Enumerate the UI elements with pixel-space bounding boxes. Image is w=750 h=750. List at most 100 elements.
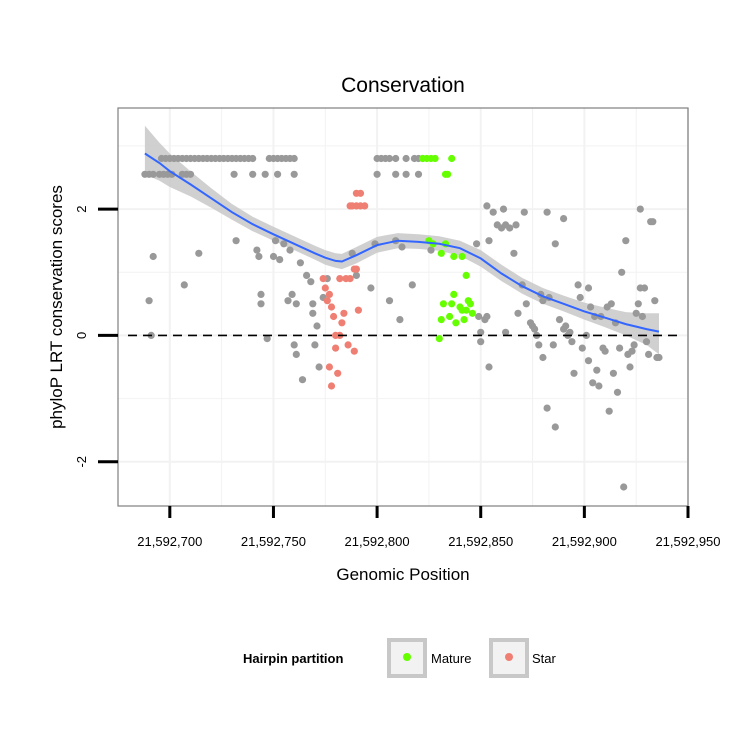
star-point	[346, 275, 354, 283]
other-point	[628, 347, 636, 355]
other-point	[543, 404, 551, 412]
other-point	[609, 369, 618, 377]
other-point	[593, 366, 601, 374]
other-point	[286, 246, 294, 254]
other-point	[427, 246, 435, 254]
other-point	[261, 170, 269, 178]
other-point	[274, 170, 282, 178]
other-point	[485, 363, 493, 371]
star-point	[327, 382, 336, 390]
other-point	[309, 300, 317, 308]
other-point	[543, 208, 551, 216]
other-point	[512, 221, 520, 229]
star-point	[361, 202, 369, 210]
mature-point	[462, 306, 470, 314]
other-point	[574, 281, 582, 289]
star-point	[325, 290, 333, 298]
other-point	[477, 338, 485, 346]
other-point	[263, 335, 271, 343]
other-point	[307, 278, 315, 286]
mature-point	[448, 300, 456, 308]
other-point	[352, 271, 360, 279]
mature-point	[448, 154, 456, 163]
other-point	[570, 369, 578, 377]
other-point	[145, 297, 153, 305]
other-point	[560, 215, 568, 223]
other-point	[483, 312, 491, 321]
y-tick-label: 0	[74, 332, 89, 339]
other-point	[396, 316, 404, 324]
star-point	[340, 309, 348, 317]
other-point	[186, 170, 195, 178]
star-point	[338, 319, 346, 327]
other-point	[149, 170, 157, 178]
other-point	[483, 202, 491, 210]
star-point	[323, 297, 331, 305]
other-point	[520, 208, 528, 216]
other-point	[253, 246, 261, 254]
other-point	[502, 328, 510, 336]
other-point	[640, 284, 649, 292]
legend-key-star	[489, 638, 529, 678]
other-point	[655, 353, 663, 362]
other-point	[315, 363, 323, 371]
mature-point	[450, 252, 458, 261]
mature-point	[466, 300, 474, 308]
other-point	[392, 170, 400, 178]
mature-point	[437, 249, 445, 257]
other-point	[402, 154, 410, 163]
legend-label-star: Star	[532, 651, 557, 666]
other-point	[313, 322, 321, 330]
other-point	[551, 423, 559, 431]
other-point	[584, 357, 593, 365]
star-point	[334, 369, 342, 377]
mature-point	[439, 300, 447, 308]
mature-point	[431, 154, 439, 163]
other-point	[636, 205, 644, 213]
other-point	[584, 284, 593, 292]
chart-title: Conservation	[341, 74, 465, 97]
other-point	[568, 338, 576, 346]
legend-label-mature: Mature	[431, 651, 471, 666]
other-point	[595, 382, 603, 390]
star-point	[325, 363, 333, 371]
mature-point	[458, 252, 466, 261]
other-point	[373, 170, 381, 178]
other-point	[620, 483, 628, 491]
other-point	[290, 341, 298, 349]
other-point	[539, 353, 547, 362]
other-point	[408, 281, 416, 289]
data-points	[141, 154, 663, 491]
other-point	[566, 328, 574, 336]
other-point	[292, 350, 300, 358]
other-point	[638, 312, 647, 321]
other-point	[257, 300, 265, 308]
star-point	[336, 275, 344, 283]
other-point	[514, 309, 522, 317]
other-point	[489, 208, 497, 216]
legend-dot-mature	[403, 653, 411, 661]
other-point	[249, 154, 257, 163]
other-point	[622, 237, 630, 245]
other-point	[651, 297, 659, 305]
other-point	[618, 268, 626, 276]
other-point	[630, 341, 638, 349]
other-point	[296, 259, 304, 267]
other-point	[367, 284, 375, 292]
other-point	[298, 376, 307, 384]
other-point	[290, 170, 298, 178]
other-point	[642, 338, 651, 346]
legend-title: Hairpin partition	[243, 651, 343, 666]
other-point	[292, 300, 300, 308]
other-point	[539, 297, 547, 305]
other-point	[149, 252, 157, 261]
other-point	[475, 312, 483, 321]
other-point	[632, 309, 640, 317]
other-point	[288, 290, 296, 298]
x-tick-label: 21,592,800	[345, 534, 410, 549]
x-axis-ticks: 21,592,700 21,592,750 21,592,800 21,592,850…	[137, 506, 721, 549]
star-point	[319, 275, 327, 283]
smooth-curve	[144, 152, 660, 333]
other-point	[392, 154, 400, 163]
other-point	[578, 344, 586, 352]
